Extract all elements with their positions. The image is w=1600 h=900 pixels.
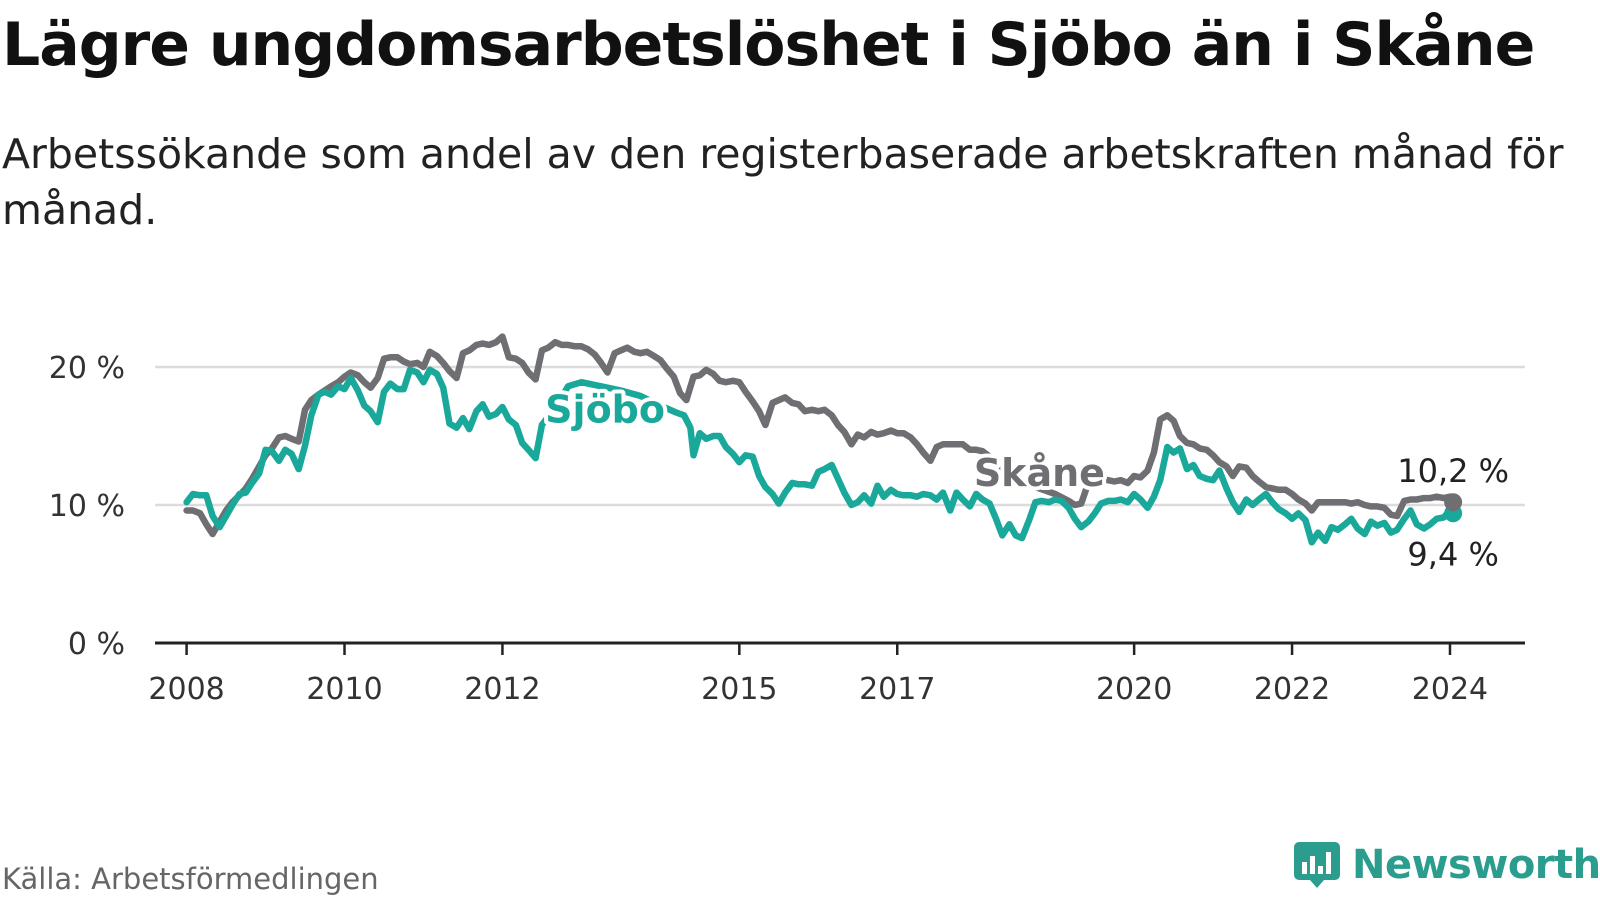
x-tick-label: 2012 [464, 672, 540, 707]
x-tick-label: 2020 [1096, 672, 1172, 707]
series-line-skane [183, 333, 1457, 538]
x-tick-label: 2015 [701, 672, 777, 707]
x-tick-label: 2022 [1254, 672, 1330, 707]
y-tick-label: 20 % [49, 351, 125, 386]
newsworthy-logo[interactable]: Newsworthy [1292, 840, 1600, 890]
newsworthy-logo-icon [1294, 842, 1340, 888]
x-axis-ticks: 2008 2010 2012 2015 2017 2020 2022 2024 [148, 641, 1525, 707]
brand-name: Newsworthy [1352, 842, 1600, 888]
y-tick-label: 10 % [49, 489, 125, 524]
chart-subtitle: Arbetssökande som andel av den registerb… [2, 130, 1564, 234]
end-point-skane [1444, 493, 1463, 512]
chart-title: Lägre ungdomsarbetslöshet i Sjöbo än i S… [2, 10, 1535, 80]
x-tick-label: 2024 [1412, 672, 1488, 707]
line-chart: 0 % 10 % 20 % 2008 2010 2012 2015 2017 2020 2022… [49, 333, 1525, 707]
series-lines [183, 333, 1463, 546]
series-line-sjobo [183, 366, 1457, 546]
x-tick-label: 2010 [306, 672, 382, 707]
series-label-sjobo: Sjöbo [545, 387, 665, 431]
end-value-label-skane: 10,2 % [1397, 452, 1509, 490]
y-axis-ticks: 0 % 10 % 20 % [49, 351, 125, 662]
source-note: Källa: Arbetsförmedlingen [2, 862, 379, 896]
series-labels: 9,4 % 10,2 % Sjöbo Skåne [541, 383, 1509, 573]
series-label-skane: Skåne [974, 451, 1105, 495]
x-tick-label: 2008 [148, 672, 224, 707]
x-tick-label: 2017 [859, 672, 935, 707]
end-value-label-sjobo: 9,4 % [1407, 535, 1498, 573]
y-tick-label: 0 % [68, 627, 125, 662]
